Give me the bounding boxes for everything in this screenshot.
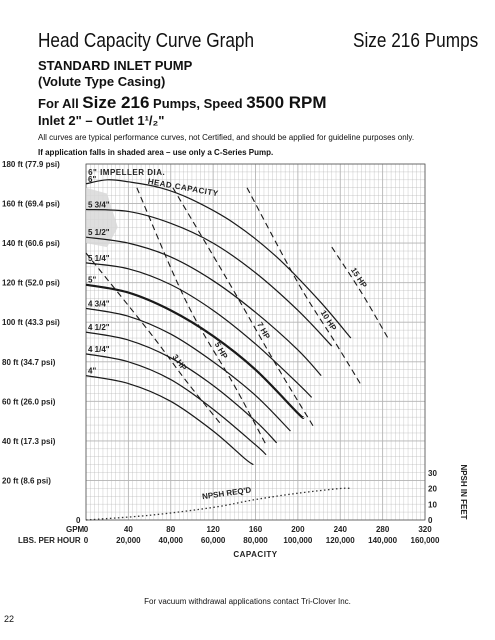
impeller-label: 5 1/4": [88, 254, 110, 263]
shaded-area: [86, 187, 118, 248]
x-tick-lbs: 40,000: [159, 536, 184, 545]
x-unit-lbs: LBS. PER HOUR: [18, 536, 81, 545]
y-tick-label: 20 ft (8.6 psi): [2, 476, 51, 485]
x-tick-lbs: 160,000: [411, 536, 440, 545]
for-all-speed: 3500 RPM: [246, 93, 327, 112]
horsepower-lines: [85, 187, 389, 446]
y-tick-label: 160 ft (69.4 psi): [2, 200, 60, 209]
shaded-area-note: If application falls in shaded area – us…: [38, 148, 274, 157]
impeller-curve: [85, 262, 313, 398]
y2-tick-label: 30: [428, 469, 437, 478]
impeller-label: 6": [88, 175, 96, 184]
footer-note: For vacuum withdrawal applications conta…: [144, 597, 351, 606]
impeller-label: 5": [88, 276, 96, 285]
impeller-label: 5 1/2": [88, 228, 110, 237]
npsh-label: NPSH REQ'D: [202, 485, 252, 501]
y2-tick-label: 10: [428, 500, 437, 509]
x-tick-gpm: 240: [334, 525, 348, 534]
npsh-curve: [85, 487, 351, 521]
for-all-size: Size 216: [82, 93, 150, 112]
impeller-curve: [85, 307, 291, 432]
x-tick-gpm: 160: [249, 525, 263, 534]
x-tick-gpm: 200: [291, 525, 305, 534]
typical-curves-note: All curves are typical performance curve…: [38, 133, 415, 142]
impeller-label: 4": [88, 367, 96, 376]
y-tick-label: 60 ft (26.0 psi): [2, 397, 56, 406]
x-tick-lbs: 140,000: [368, 536, 397, 545]
impeller-curve: [85, 283, 305, 419]
x-tick-lbs: 20,000: [116, 536, 141, 545]
impeller-dia-annotation: 6" IMPELLER DIA.: [88, 168, 165, 177]
hp-label: 15 HP: [349, 266, 369, 290]
x-tick-gpm: 320: [418, 525, 432, 534]
impeller-label: 5 3/4": [88, 200, 110, 209]
for-all-prefix: For All: [38, 96, 83, 111]
x-tick-lbs: 80,000: [243, 536, 268, 545]
hp-line: [85, 252, 223, 426]
npsh-line: [85, 487, 351, 521]
y-tick-label: 40 ft (17.3 psi): [2, 437, 56, 446]
impeller-curve: [85, 375, 254, 466]
impeller-curve: [85, 353, 267, 456]
page-number: 22: [4, 614, 15, 624]
x-axis-label: CAPACITY: [233, 550, 277, 559]
plot-frame: [85, 163, 426, 521]
y2-axis-label: NPSH IN FEET: [459, 464, 468, 519]
impeller-label: 4 3/4": [88, 299, 110, 308]
x-tick-lbs: 0: [84, 536, 89, 545]
x-tick-gpm: 40: [124, 525, 133, 534]
y2-tick-label: 20: [428, 485, 437, 494]
impeller-label: 4 1/4": [88, 345, 110, 354]
x-tick-lbs: 100,000: [283, 536, 312, 545]
chart-grid: [85, 163, 426, 521]
y-tick-label: 100 ft (43.3 psi): [2, 318, 60, 327]
y-tick-label: 0: [76, 516, 81, 525]
page-title: Head Capacity Curve Graph: [38, 30, 255, 52]
impeller-curves: [85, 179, 352, 466]
impeller-curve: [85, 179, 352, 339]
pump-size-heading: Size 216 Pumps: [353, 30, 479, 52]
y-tick-label: 80 ft (34.7 psi): [2, 358, 56, 367]
x-tick-lbs: 120,000: [326, 536, 355, 545]
x-tick-gpm: 120: [206, 525, 220, 534]
hp-line: [246, 187, 362, 386]
casing-type-label: (Volute Type Casing): [38, 74, 166, 89]
x-tick-gpm: 0: [84, 525, 89, 534]
shaded-region: [86, 187, 118, 248]
impeller-curve: [85, 208, 333, 347]
inlet-outlet-label: Inlet 2" – Outlet 1¹/₂": [38, 113, 165, 128]
impeller-curve: [85, 331, 278, 444]
y-tick-label: 140 ft (60.6 psi): [2, 239, 60, 248]
impeller-label: 4 1/2": [88, 323, 110, 332]
for-all-middle: Pumps, Speed: [149, 96, 247, 111]
hp-line: [331, 246, 389, 339]
hp-line: [172, 187, 315, 428]
x-tick-lbs: 60,000: [201, 536, 226, 545]
pump-type-label: STANDARD INLET PUMP: [38, 58, 193, 73]
size-speed-line: For All Size 216 Pumps, Speed 3500 RPM: [38, 93, 327, 113]
y-tick-label: 120 ft (52.0 psi): [2, 279, 60, 288]
x-tick-gpm: 80: [166, 525, 175, 534]
hp-line: [136, 187, 267, 446]
hp-label: 5 HP: [213, 340, 230, 360]
y-tick-label: 180 ft (77.9 psi): [2, 160, 60, 169]
chart-labels: 6" 5 3/4" 5 1/2" 5 1/4" 5" 4 3/4" 4 1/2" 4 1/4"…: [2, 160, 468, 559]
x-tick-gpm: 280: [376, 525, 390, 534]
x-unit-gpm: GPM: [66, 525, 85, 534]
y2-tick-label: 0: [428, 516, 433, 525]
impeller-curve: [85, 236, 322, 377]
